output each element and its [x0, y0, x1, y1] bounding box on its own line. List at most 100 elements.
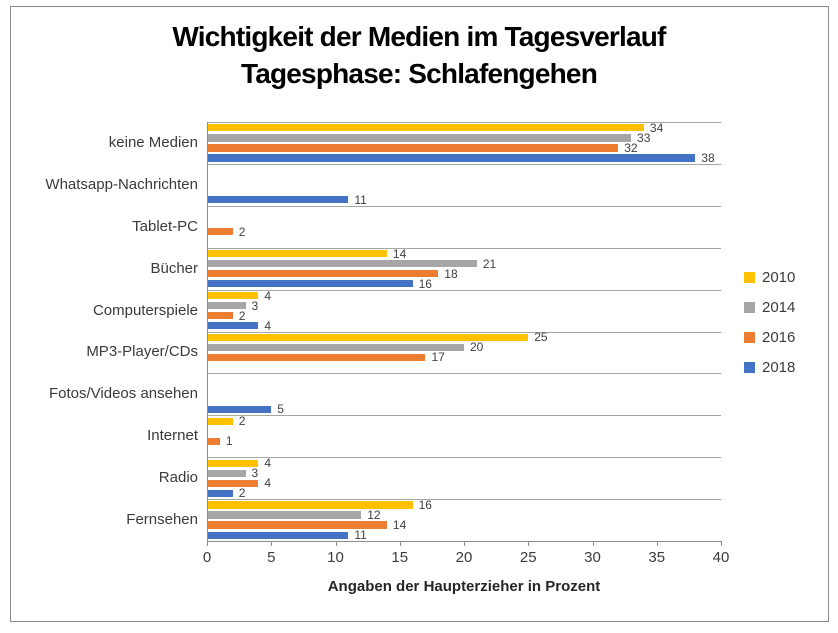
legend-item-2016: 2016: [744, 322, 795, 352]
chart-title-line1: Wichtigkeit der Medien im Tagesverlauf: [172, 21, 666, 52]
x-axis-tick-20: [464, 541, 465, 546]
x-tick-label-0: 0: [202, 549, 212, 566]
gridline: [207, 457, 721, 459]
gridline: [207, 499, 721, 501]
x-tick-label-10: 10: [327, 549, 344, 566]
bar-2010-fernsehen: [207, 501, 413, 509]
legend-swatch-2016: [744, 331, 755, 343]
x-tick-label-20: 20: [455, 549, 473, 566]
value-label-2018-radio: 2: [238, 486, 246, 501]
value-label-2014-radio: 3: [251, 466, 259, 481]
legend-item-2014: 2014: [744, 292, 795, 322]
legend-swatch-2014: [744, 301, 755, 313]
chart-title: Wichtigkeit der Medien im Tagesverlauf T…: [0, 18, 838, 92]
value-label-2018-fotos-videos-ansehen: 5: [277, 402, 284, 417]
legend-label-2010: 2010: [762, 268, 796, 286]
legend-label-2018: 2018: [762, 358, 796, 376]
category-label-internet: Internet: [147, 427, 198, 445]
bar-2014-mp3-player-cds: [207, 343, 464, 352]
category-label-mp3-player-cds: MP3-Player/CDs: [86, 343, 198, 361]
value-label-2016-radio: 4: [264, 476, 272, 491]
x-tick-label-25: 25: [519, 549, 537, 566]
bar-2018-whatsapp-nachrichten: [207, 196, 349, 204]
value-label-2018-computerspiele: 4: [264, 318, 272, 333]
value-label-2014-mp3-player-cds: 20: [470, 340, 484, 355]
x-axis-tick-35: [656, 541, 658, 546]
bar-2018-keine-medien: [207, 154, 696, 162]
legend: 2010 2014 2016 2018: [744, 262, 795, 382]
category-label-whatsapp-nachrichten: Whatsapp-Nachrichten: [45, 175, 198, 193]
x-tick-label-30: 30: [584, 549, 601, 566]
bar-2014-bücher: [207, 260, 477, 268]
value-label-2016-internet: 1: [225, 434, 233, 449]
bar-2018-bücher: [207, 280, 413, 288]
value-label-2018-fernsehen: 11: [354, 528, 367, 543]
x-axis-tick-30: [592, 541, 594, 546]
x-axis-tick-40: [721, 541, 722, 546]
category-label-fernsehen: Fernsehen: [126, 511, 198, 529]
gridline: [207, 205, 721, 207]
bar-2014-computerspiele: [207, 301, 246, 310]
bar-2018-radio: [207, 489, 233, 497]
x-tick-label-35: 35: [648, 549, 666, 566]
category-label-fotos-videos-ansehen: Fotos/Videos ansehen: [49, 385, 198, 403]
value-label-2014-keine-medien: 33: [637, 130, 651, 145]
x-axis-tick-10: [335, 541, 337, 546]
value-label-2016-keine-medien: 32: [624, 140, 638, 155]
value-label-2016-tablet-pc: 2: [238, 224, 246, 239]
bar-2010-keine-medien: [207, 124, 644, 132]
legend-label-2016: 2016: [762, 328, 796, 346]
bar-2016-keine-medien: [207, 144, 619, 152]
legend-swatch-2018: [744, 361, 755, 373]
x-tick-label-40: 40: [712, 549, 730, 566]
legend-swatch-2010: [744, 271, 755, 283]
value-label-2010-keine-medien: 34: [649, 120, 664, 135]
category-label-tablet-pc: Tablet-PC: [132, 217, 198, 235]
gridline: [207, 331, 721, 333]
value-label-2018-bücher: 16: [418, 276, 432, 291]
value-label-2016-mp3-player-cds: 17: [431, 350, 445, 365]
category-label-radio: Radio: [158, 469, 198, 487]
bar-2016-radio: [207, 479, 259, 487]
category-label-computerspiele: Computerspiele: [92, 301, 198, 319]
value-label-2014-bücher: 21: [482, 256, 497, 271]
legend-item-2018: 2018: [744, 352, 795, 382]
gridline: [207, 373, 721, 375]
value-label-2010-computerspiele: 4: [264, 288, 272, 303]
legend-label-2014: 2014: [762, 298, 796, 316]
legend-item-2010: 2010: [744, 262, 795, 292]
bar-2010-bücher: [207, 250, 387, 258]
value-label-2016-computerspiele: 2: [238, 308, 246, 323]
category-label-keine-medien: keine Medien: [108, 133, 198, 151]
bar-2016-bücher: [207, 270, 439, 278]
x-axis-tick-0: [207, 541, 208, 546]
value-label-2018-whatsapp-nachrichten: 11: [354, 192, 367, 207]
bar-2018-fotos-videos-ansehen: [207, 405, 272, 413]
gridline: [207, 163, 721, 165]
bar-2010-internet: [207, 417, 233, 425]
x-tick-label-15: 15: [391, 549, 409, 566]
value-label-2010-internet: 2: [238, 414, 246, 429]
gridline: [207, 289, 721, 291]
x-axis-tick-15: [399, 541, 401, 546]
x-axis-tick-5: [271, 541, 273, 546]
value-label-2014-fernsehen: 12: [367, 508, 381, 523]
bar-2010-radio: [207, 459, 259, 467]
value-label-2010-bücher: 14: [392, 246, 407, 261]
chart-title-line2: Tagesphase: Schlafengehen: [240, 58, 598, 89]
value-label-2010-radio: 4: [264, 456, 272, 471]
x-tick-label-5: 5: [267, 549, 276, 566]
bar-2016-tablet-pc: [207, 228, 233, 236]
x-axis-tick-25: [528, 541, 530, 546]
value-label-2010-fernsehen: 16: [418, 498, 432, 512]
bar-2014-fernsehen: [207, 511, 362, 519]
bar-2014-keine-medien: [207, 134, 632, 142]
y-axis-line: [207, 122, 208, 541]
value-label-2016-fernsehen: 14: [392, 518, 407, 533]
gridline: [207, 415, 721, 417]
value-label-2014-computerspiele: 3: [251, 298, 259, 313]
bar-2016-fernsehen: [207, 521, 387, 529]
bar-2010-mp3-player-cds: [207, 333, 529, 341]
